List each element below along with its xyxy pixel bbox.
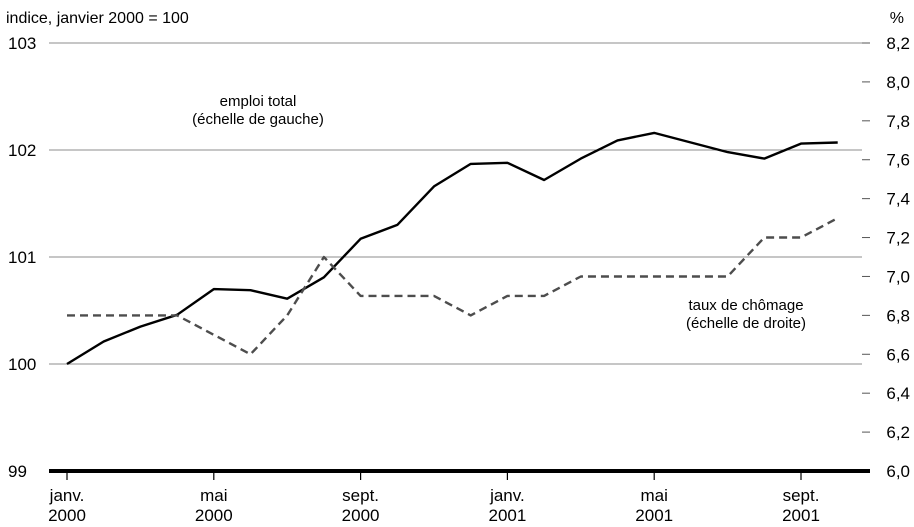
right-tick-label: 7,6	[886, 151, 910, 170]
axes	[49, 42, 870, 480]
right-tick-label: 6,2	[886, 423, 910, 442]
right-tick-label: 7,8	[886, 112, 910, 131]
left-tick-label: 99	[8, 462, 27, 481]
left-axis-title: indice, janvier 2000 = 100	[6, 10, 189, 27]
left-tick-label: 101	[8, 248, 36, 267]
x-tick-label-month: janv.	[49, 486, 85, 505]
x-tick-label-year: 2001	[488, 506, 526, 525]
gridlines	[49, 42, 862, 365]
x-tick-label-year: 2001	[782, 506, 820, 525]
right-tick-label: 6,4	[886, 384, 910, 403]
x-tick-label-year: 2000	[342, 506, 380, 525]
x-tick-label-year: 2001	[635, 506, 673, 525]
left-tick-label: 103	[8, 34, 36, 53]
x-tick-label-month: mai	[200, 486, 227, 505]
right-tick-label: 7,2	[886, 229, 910, 248]
left-tick-label: 102	[8, 141, 36, 160]
annotation-chomage-line2: (échelle de droite)	[686, 315, 806, 332]
x-tick-label-month: sept.	[783, 486, 820, 505]
right-tick-label: 8,2	[886, 34, 910, 53]
series-lines	[66, 131, 839, 366]
annotation-emploi-line2: (échelle de gauche)	[192, 111, 324, 128]
tick-labels: 99 100 101 102 103 6,0 6,2 6,4 6,6 6,8 7,0 7,2 7,4 7,…	[8, 34, 910, 525]
annotation-emploi-line1: emploi total	[220, 93, 297, 110]
series-line-taux-de-chomage	[67, 217, 839, 356]
right-tick-label: 8,0	[886, 73, 910, 92]
x-tick-label-year: 2000	[195, 506, 233, 525]
x-tick-label-year: 2000	[48, 506, 86, 525]
series-line-emploi-total	[66, 131, 838, 366]
annotation-chomage-line1: taux de chômage	[688, 297, 803, 314]
right-tick-label: 6,8	[886, 306, 910, 325]
right-tick-label: 7,4	[886, 190, 910, 209]
right-tick-label: 6,0	[886, 462, 910, 481]
right-axis-title: %	[890, 10, 904, 27]
x-tick-label-month: janv.	[489, 486, 525, 505]
x-tick-label-month: sept.	[342, 486, 379, 505]
x-tick-label-month: mai	[640, 486, 667, 505]
right-tick-label: 7,0	[886, 267, 910, 286]
right-tick-label: 6,6	[886, 345, 910, 364]
left-tick-label: 100	[8, 355, 36, 374]
